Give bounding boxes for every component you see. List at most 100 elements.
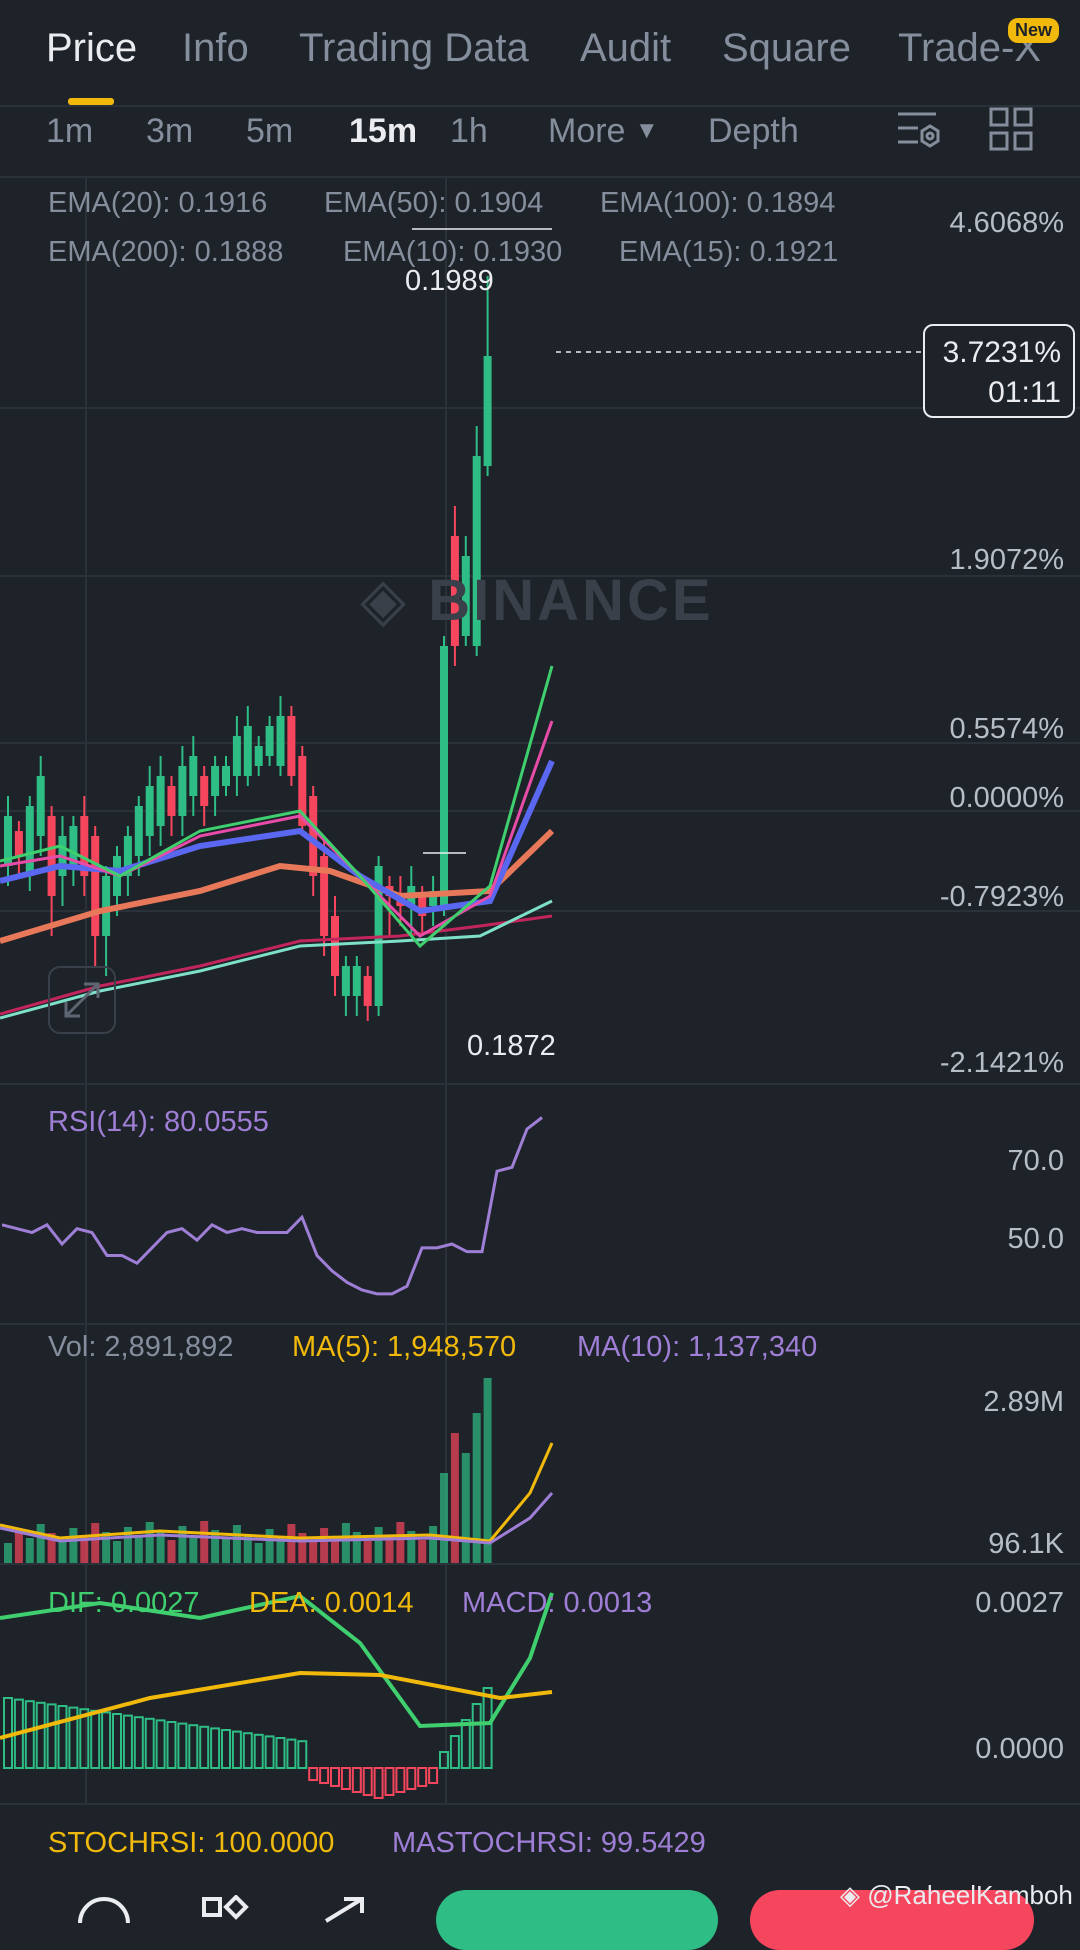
- macd-histogram-bar: [68, 1706, 79, 1769]
- volume-bar: [102, 1532, 111, 1563]
- macd-histogram-bar: [471, 1703, 482, 1769]
- candle-body: [134, 806, 143, 856]
- volume-bar: [222, 1539, 230, 1563]
- share-arrow-icon[interactable]: [318, 1895, 370, 1923]
- volume-ma5-line: [0, 1442, 554, 1543]
- price-axis-tick: 4.6068%: [949, 207, 1065, 239]
- macd-histogram-bar: [24, 1700, 35, 1769]
- candle-body: [222, 766, 230, 786]
- widgets-icon[interactable]: [200, 1895, 252, 1923]
- macd-histogram-bar: [46, 1703, 57, 1770]
- high-price-label: 0.1989: [405, 265, 494, 297]
- candle-body: [298, 756, 307, 826]
- ema15-line: [0, 720, 554, 938]
- volume-bar: [36, 1524, 45, 1563]
- layout-grid-icon[interactable]: [988, 106, 1034, 152]
- rsi-label: RSI(14): 80.0555: [48, 1106, 269, 1138]
- rsi-axis-tick: 70.0: [1007, 1145, 1064, 1177]
- interval-depth[interactable]: Depth: [708, 112, 799, 150]
- price-axis-tick: 1.9072%: [949, 544, 1065, 576]
- interval-more[interactable]: More ▼: [548, 112, 659, 151]
- macd-histogram-bar: [439, 1751, 449, 1769]
- buy-button[interactable]: [436, 1890, 718, 1950]
- candle-body: [36, 776, 45, 836]
- macd-histogram-bar: [264, 1735, 275, 1770]
- volume-bar: [276, 1538, 285, 1563]
- volume-bar: [254, 1543, 263, 1563]
- macd-histogram-bar: [3, 1697, 13, 1769]
- volume-bar: [429, 1526, 438, 1563]
- candle-body: [320, 856, 329, 936]
- volume-bar: [374, 1527, 383, 1563]
- interval-5m[interactable]: 5m: [246, 112, 294, 150]
- volume-bar: [211, 1530, 220, 1563]
- caret-down-icon: ▼: [634, 117, 659, 144]
- tab-audit[interactable]: Audit: [580, 26, 672, 70]
- ema20-label: EMA(20): 0.1916: [48, 187, 268, 219]
- macd-histogram-bar: [90, 1709, 101, 1770]
- candle-body: [243, 726, 252, 776]
- indicator-settings-icon[interactable]: [896, 106, 942, 152]
- macd-histogram-bar: [449, 1735, 460, 1769]
- volume-bar: [91, 1523, 100, 1563]
- macd-histogram-bar: [177, 1722, 188, 1769]
- interval-1m[interactable]: 1m: [46, 112, 94, 150]
- dea-line: [0, 1670, 553, 1740]
- macd-histogram-bar: [122, 1714, 133, 1769]
- candle-body: [429, 891, 438, 906]
- macd-histogram-bar: [428, 1767, 439, 1784]
- volume-bar: [167, 1540, 176, 1563]
- tab-square[interactable]: Square: [722, 26, 851, 70]
- candle-body: [352, 966, 361, 996]
- mastochrsi-label: MASTOCHRSI: 99.5429: [392, 1827, 706, 1859]
- volume-bar: [418, 1540, 427, 1563]
- macd-histogram-bar: [166, 1721, 177, 1769]
- volume-bar: [396, 1522, 405, 1563]
- volume-bar: [69, 1528, 78, 1563]
- candle-body: [69, 826, 78, 866]
- candle-body: [232, 736, 241, 776]
- macd-histogram-bar: [199, 1725, 210, 1770]
- volume-bar: [265, 1529, 274, 1563]
- more-options-icon[interactable]: [78, 1893, 130, 1923]
- candle-body: [102, 876, 111, 936]
- current-price-box: 3.7231% 01:11: [923, 324, 1075, 418]
- candle-body: [189, 756, 198, 796]
- ema10-label: EMA(10): 0.1930: [343, 236, 563, 268]
- macd-histogram-bar: [362, 1767, 373, 1796]
- interval-3m[interactable]: 3m: [146, 112, 194, 150]
- interval-1h[interactable]: 1h: [450, 112, 488, 150]
- volume-bar: [145, 1522, 154, 1563]
- tab-info[interactable]: Info: [182, 26, 249, 70]
- macd-histogram-bar: [35, 1701, 46, 1770]
- macd-histogram-bar: [57, 1705, 68, 1769]
- macd-label: MACD: 0.0013: [462, 1587, 653, 1619]
- active-tab-indicator: [68, 98, 114, 105]
- ema50-label: EMA(50): 0.1904: [324, 187, 544, 219]
- tab-price[interactable]: Price: [46, 26, 138, 70]
- kline-chart[interactable]: [0, 176, 1080, 1876]
- macd-histogram-bar: [101, 1711, 112, 1770]
- candle-body: [363, 976, 372, 1006]
- volume-bar: [134, 1536, 143, 1563]
- volume-bar: [4, 1543, 12, 1563]
- tab-trading-data[interactable]: Trading Data: [299, 26, 529, 70]
- volume-bar: [47, 1533, 56, 1563]
- expand-button[interactable]: [48, 966, 116, 1034]
- top-tabs: Price Info Trading Data Audit Square Tra…: [0, 0, 1080, 105]
- volume-axis-tick: 2.89M: [983, 1386, 1064, 1418]
- macd-histogram-bar: [155, 1719, 166, 1770]
- candle-body: [145, 786, 154, 836]
- candle-body: [211, 766, 220, 796]
- candle-body: [91, 836, 100, 936]
- volume-bar: [309, 1542, 318, 1563]
- candle-body: [309, 796, 318, 876]
- macd-histogram-bar: [79, 1708, 90, 1769]
- price-axis-tick: -2.1421%: [939, 1047, 1064, 1079]
- interval-15m[interactable]: 15m: [349, 112, 418, 150]
- volume-bar: [461, 1453, 470, 1563]
- binance-watermark: ◈ BINANCE: [360, 565, 714, 635]
- volume-bar: [25, 1538, 34, 1563]
- volume-axis-tick: 96.1K: [988, 1528, 1064, 1560]
- macd-histogram-bar: [308, 1767, 319, 1781]
